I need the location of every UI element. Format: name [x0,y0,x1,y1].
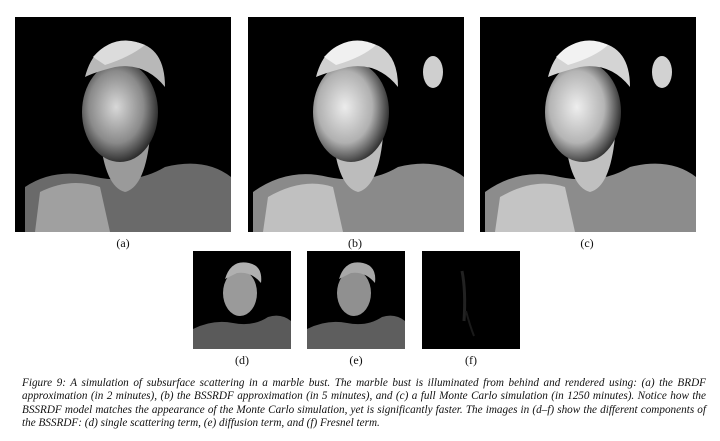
panel-b-image [248,17,464,232]
panel-e-image [307,251,405,349]
panel-c-image [480,17,696,232]
figure-caption: Figure 9: A simulation of subsurface sca… [22,377,706,429]
panel-f-image [422,251,520,349]
marble-bust-monte-carlo-render [480,17,696,232]
panel-a-image [15,17,231,232]
panel-e-label: (e) [349,353,363,367]
panel-a-label: (a) [116,236,130,250]
marble-bust-bssrdf-render [248,17,464,232]
panel-c-label: (c) [580,236,594,250]
diffusion-term-render [307,251,405,349]
panel-f-label: (f) [465,353,477,367]
panel-b-label: (b) [348,236,362,250]
single-scattering-render [193,251,291,349]
panel-d-label: (d) [235,353,249,367]
panel-d-image [193,251,291,349]
marble-bust-brdf-render [15,17,231,232]
fresnel-term-render [422,251,520,349]
